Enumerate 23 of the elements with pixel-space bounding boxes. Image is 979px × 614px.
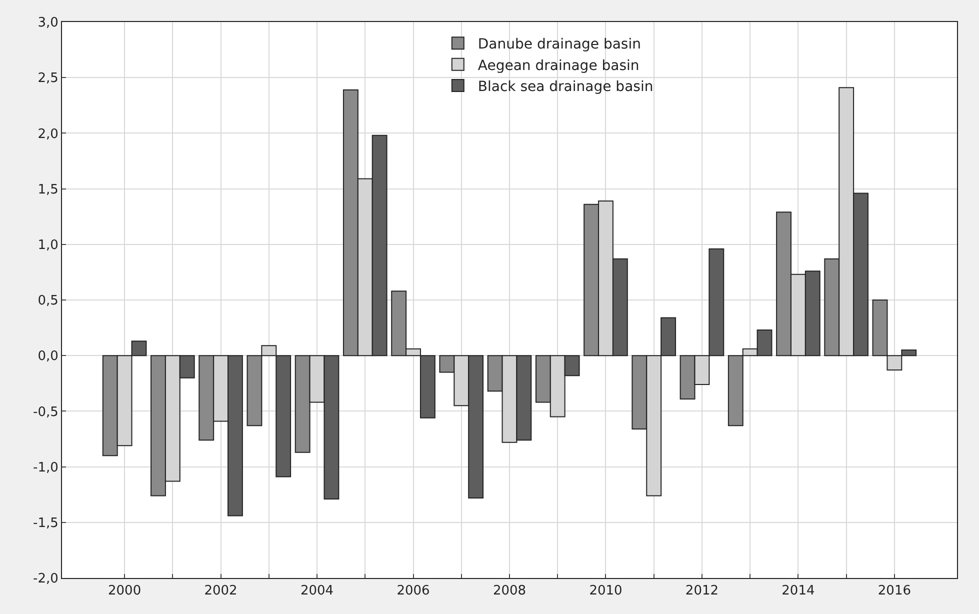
x-tick-label: 2012 — [685, 584, 719, 599]
y-tick-label: -1,5 — [33, 516, 58, 531]
x-tick-label: 2006 — [396, 584, 430, 599]
y-tick-label: 0,0 — [38, 349, 58, 364]
y-tick-label: 3,0 — [38, 16, 58, 31]
legend-label: Aegean drainage basin — [478, 58, 640, 74]
y-tick-label: -0,5 — [33, 404, 58, 420]
x-tick-label: 2000 — [108, 584, 142, 599]
x-tick-label: 2014 — [782, 584, 815, 599]
y-tick-label: 1,5 — [38, 182, 58, 198]
y-tick-label: 1,0 — [38, 238, 58, 253]
x-tick-label: 2002 — [204, 584, 238, 599]
y-tick-label: -1,0 — [33, 460, 58, 476]
x-tick-label: 2004 — [300, 584, 334, 599]
x-tick-label: 2010 — [589, 584, 622, 599]
x-tick-label: 2008 — [492, 584, 526, 599]
x-tick-label: 2016 — [878, 584, 911, 599]
y-tick-label: 2,0 — [38, 126, 58, 142]
legend-label: Black sea drainage basin — [478, 79, 654, 96]
y-tick-label: 0,5 — [38, 294, 58, 309]
y-tick-label: 2,5 — [38, 71, 58, 86]
legend-label: Danube drainage basin — [478, 36, 641, 53]
y-tick-label: -2,0 — [33, 572, 58, 587]
